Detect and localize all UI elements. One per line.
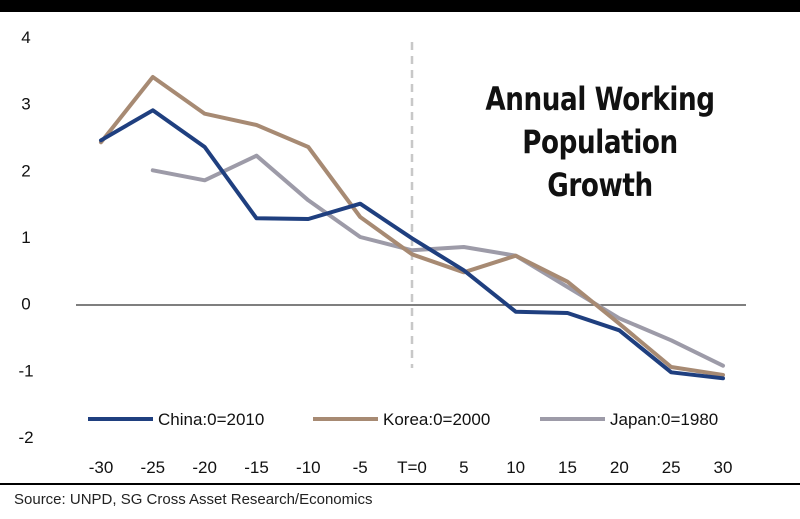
x-tick-label: 30 — [714, 458, 733, 477]
legend: China:0=2010 Korea:0=2000 Japan:0=1980 — [88, 410, 718, 429]
x-tick-label: -20 — [192, 458, 217, 477]
source-divider — [0, 483, 800, 485]
x-tick-label: 5 — [459, 458, 468, 477]
chart-title-line-2: Population Growth — [522, 123, 678, 204]
y-tick-label: 3 — [21, 95, 30, 114]
x-tick-label: 20 — [610, 458, 629, 477]
y-tick-label: 2 — [21, 161, 30, 180]
series-line-china — [99, 108, 725, 381]
legend-label: China:0=2010 — [158, 410, 264, 429]
series-line-japan — [150, 153, 725, 368]
y-axis-ticks: 4 3 2 1 0 -1 -2 — [18, 28, 33, 447]
x-tick-label: -10 — [296, 458, 321, 477]
chart-title: Annual Working Population Growth — [477, 78, 723, 207]
x-tick-label: -15 — [244, 458, 269, 477]
top-border-bar — [0, 0, 800, 12]
x-tick-label: -30 — [89, 458, 114, 477]
y-tick-label: 1 — [21, 228, 30, 247]
y-tick-label: -2 — [18, 428, 33, 447]
chart-title-line-1: Annual Working — [485, 80, 715, 118]
x-axis-ticks: -30 -25 -20 -15 -10 -5 T=0 5 10 15 20 25 30 — [89, 458, 733, 477]
x-tick-label: 25 — [662, 458, 681, 477]
source-note: Source: UNPD, SG Cross Asset Research/Ec… — [14, 491, 373, 508]
x-tick-label: T=0 — [397, 458, 427, 477]
x-tick-label: -5 — [353, 458, 368, 477]
y-tick-label: 0 — [21, 295, 30, 314]
y-tick-label: 4 — [21, 28, 30, 47]
series-lines — [99, 75, 725, 381]
legend-label: Japan:0=1980 — [610, 410, 718, 429]
x-tick-label: 15 — [558, 458, 577, 477]
x-tick-label: 10 — [506, 458, 525, 477]
legend-label: Korea:0=2000 — [383, 410, 490, 429]
x-tick-label: -25 — [141, 458, 166, 477]
y-tick-label: -1 — [18, 361, 33, 380]
series-line-korea — [99, 75, 725, 377]
